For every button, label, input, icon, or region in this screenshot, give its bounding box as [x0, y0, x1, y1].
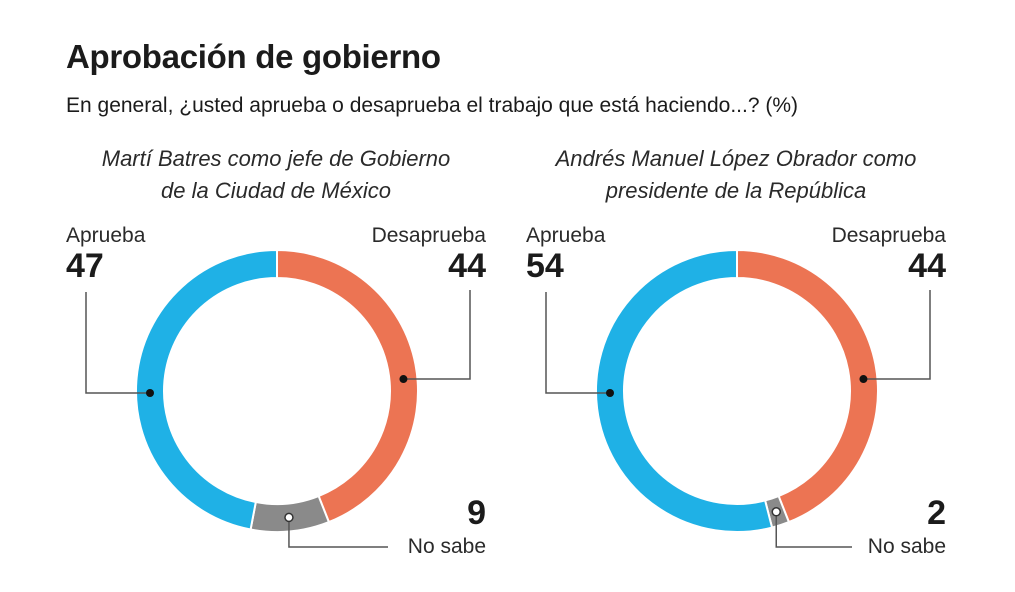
desaprueba-value: 44	[448, 247, 486, 285]
donut-title-line-2: presidente de la República	[605, 178, 867, 203]
no-sabe-value: 9	[467, 494, 486, 532]
donut-title: Andrés Manuel López Obrador como preside…	[526, 143, 946, 207]
donut-chart-amlo: Andrés Manuel López Obrador como preside…	[526, 0, 986, 592]
no-sabe-label: No sabe	[867, 535, 946, 558]
aprueba-leader-line	[85, 292, 150, 394]
no-sabe-leader-line	[288, 517, 388, 548]
aprueba-value: 47	[66, 247, 104, 285]
donut-chart-batres: Martí Batres como jefe de Gobierno de la…	[66, 0, 526, 592]
donut-title-line-1: Martí Batres como jefe de Gobierno	[101, 146, 451, 171]
desaprueba-label: Desaprueba	[831, 224, 946, 247]
donut-title-line-2: de la Ciudad de México	[161, 178, 391, 203]
chart-subtitle: En general, ¿usted aprueba o desaprueba …	[66, 94, 798, 117]
donut-title: Martí Batres como jefe de Gobierno de la…	[66, 143, 486, 207]
slice-aprueba	[135, 248, 278, 531]
desaprueba-value: 44	[908, 247, 946, 285]
donut-title-line-1: Andrés Manuel López Obrador como	[555, 146, 917, 171]
donut-svg	[85, 248, 471, 548]
desaprueba-leader-dot	[399, 375, 408, 384]
aprueba-label: Aprueba	[526, 224, 606, 247]
donut-svg	[545, 248, 931, 548]
no-sabe-label: No sabe	[407, 535, 486, 558]
desaprueba-leader-line	[403, 290, 471, 380]
aprueba-label: Aprueba	[66, 224, 146, 247]
aprueba-leader-dot	[146, 389, 154, 397]
slice-desaprueba	[276, 248, 419, 524]
slice-aprueba	[595, 248, 774, 533]
desaprueba-leader-line	[863, 290, 931, 380]
no-sabe-value: 2	[927, 494, 946, 532]
slice-desaprueba	[736, 248, 879, 524]
aprueba-value: 54	[526, 247, 564, 285]
desaprueba-label: Desaprueba	[371, 224, 486, 247]
aprueba-leader-line	[545, 292, 610, 394]
no-sabe-leader-dot	[771, 507, 781, 517]
no-sabe-leader-line	[775, 511, 852, 548]
no-sabe-leader-dot	[284, 512, 294, 523]
chart-title: Aprobación de gobierno	[66, 38, 441, 75]
aprueba-leader-dot	[606, 389, 614, 397]
desaprueba-leader-dot	[859, 375, 868, 384]
